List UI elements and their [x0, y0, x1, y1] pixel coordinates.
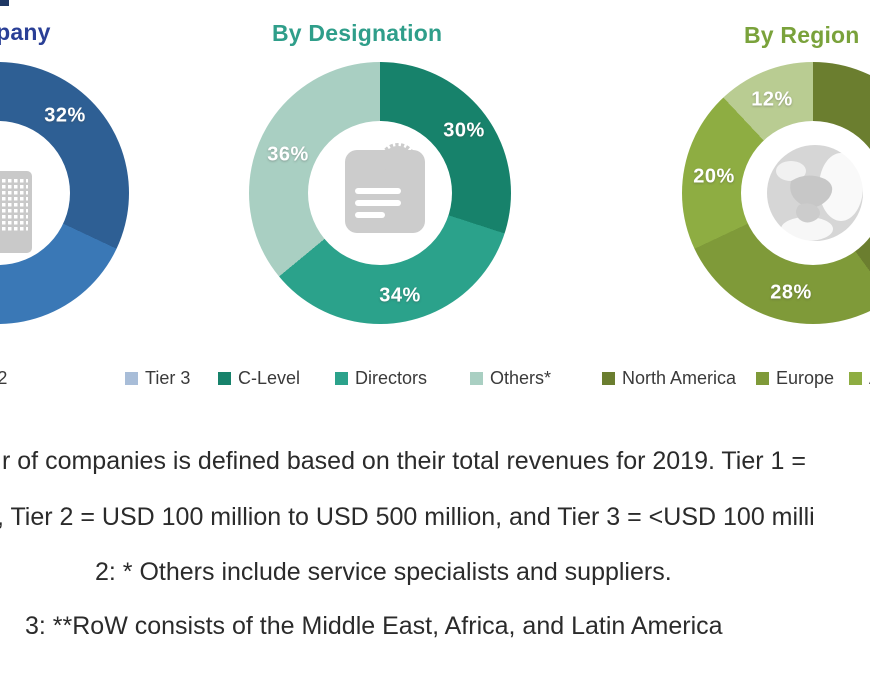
note-line-1: r of companies is defined based on their… [2, 447, 806, 475]
legend-item-directors: Directors [335, 368, 427, 389]
segment-label-apac: 20% [693, 165, 735, 188]
legend-item-europe: Europe [756, 368, 834, 389]
building-icon [0, 171, 32, 253]
legend-label-c-level: C-Level [238, 368, 301, 388]
legend-label-tier3: Tier 3 [145, 368, 191, 388]
segment-label-directors: 34% [379, 284, 421, 307]
legend-label-others: Others* [490, 368, 552, 388]
globe-icon [767, 145, 863, 241]
legend-swatch-directors [335, 372, 348, 385]
legend-swatch-apac [849, 372, 862, 385]
segment-label-tier1: 32% [44, 104, 86, 127]
segment-label-others: 36% [267, 143, 309, 166]
legend-item-others: Others* [470, 368, 551, 389]
legend-swatch-europe [756, 372, 769, 385]
legend-item-c-level: C-Level [218, 368, 300, 389]
legend-item-apac: APAC [849, 368, 870, 389]
legend-label-north-america: North America [622, 368, 737, 388]
legend-item-north-america: North America [602, 368, 736, 389]
note-line-3: 2: * Others include service specialists … [95, 558, 672, 586]
legend-label-directors: Directors [355, 368, 428, 388]
segment-label-row: 12% [751, 88, 793, 111]
legend-swatch-north-america [602, 372, 615, 385]
donut-chart-by-designation [249, 62, 511, 324]
chart-title-by-designation: By Designation [272, 20, 443, 46]
cropped-artifact [0, 0, 9, 6]
chart-title-by-region: By Region [744, 22, 860, 48]
note-line-2: , Tier 2 = USD 100 million to USD 500 mi… [0, 503, 815, 531]
legend-swatch-others [470, 372, 483, 385]
legend-item-tier3: Tier 3 [125, 368, 190, 389]
chart-title-by-company: By Company [0, 19, 51, 45]
legend-swatch-tier3 [125, 372, 138, 385]
segment-label-europe: 28% [770, 281, 812, 304]
document-seal-icon [345, 143, 425, 233]
note-line-4: 3: **RoW consists of the Middle East, Af… [25, 612, 723, 640]
segment-label-c-level: 30% [443, 119, 485, 142]
legend-swatch-c-level [218, 372, 231, 385]
legend-item-tier2: Tier 2 [0, 368, 7, 389]
legend-label-europe: Europe [776, 368, 835, 388]
legend-label-tier2: Tier 2 [0, 368, 8, 388]
